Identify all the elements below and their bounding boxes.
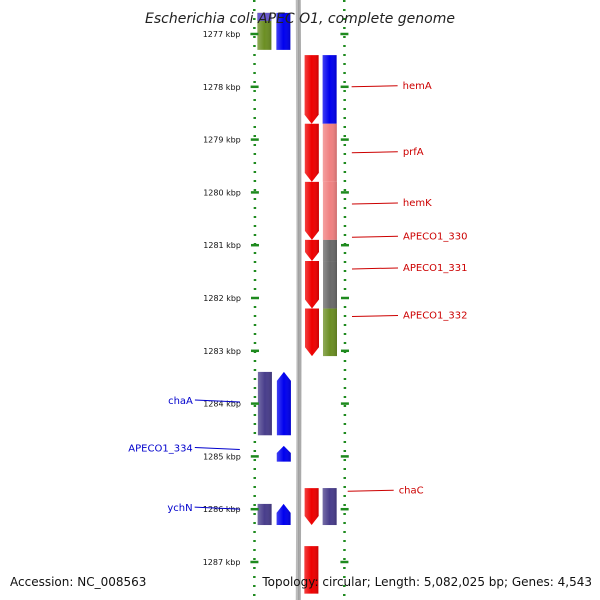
gene-labels: hemA prfA hemK APECO1_330 APECO1_331 APECO1_3…	[128, 81, 467, 514]
gene-class-shade-10	[322, 488, 337, 526]
gene-class-shade-1	[257, 12, 272, 50]
gene-cds-shade-8	[276, 371, 291, 436]
gene-label-apeco1-334: APECO1_334	[128, 443, 193, 454]
gene-label-prfa: prfA	[403, 147, 424, 158]
gene-class-shade-8	[257, 371, 272, 436]
gene-cds-shade-6	[304, 261, 319, 309]
tick-label-1282: 1282 kbp	[203, 294, 241, 303]
gene-label-ychn-leader	[194, 506, 240, 510]
gene-class-shade-4	[322, 181, 337, 240]
gene-cds-shade-3	[304, 123, 319, 182]
gene-label-chaa: chaA	[168, 396, 193, 407]
gene-class-shade-7	[322, 308, 337, 357]
tick-label-1284: 1284 kbp	[203, 400, 241, 409]
gene-label-apeco1-330-leader	[351, 235, 398, 238]
gene-cds-shade-10	[304, 488, 319, 526]
gene-class-top-1	[257, 12, 272, 21]
gene-class-shade-5	[322, 239, 337, 262]
gene-class-shade-6	[323, 261, 337, 309]
tick-label-1280: 1280 kbp	[203, 188, 241, 197]
map-title: Escherichia coli APEC O1, complete genom…	[145, 11, 455, 27]
gene-label-chac-leader	[347, 489, 394, 492]
gene-class-shade-2	[322, 55, 337, 124]
gene-label-apeco1-332: APECO1_332	[403, 310, 468, 321]
tick-label-1287: 1287 kbp	[203, 558, 241, 567]
gene-label-hemk: hemK	[403, 198, 432, 209]
gene-cds-shade-5	[304, 239, 319, 262]
gene-class-shade-11	[257, 503, 272, 526]
gene-label-apeco1-334-leader	[194, 446, 240, 450]
gene-cds-shade-2	[304, 55, 319, 124]
gene-cds-shade-7	[304, 308, 319, 357]
tick-label-1277: 1277 kbp	[203, 30, 241, 39]
tick-label-1286: 1286 kbp	[203, 505, 241, 514]
gene-label-ychn: ychN	[167, 503, 192, 514]
gene-class-shade-3	[322, 123, 337, 182]
gene-cds-shade-1	[276, 12, 291, 50]
scale-ticks: 1277 kbp 1278 kbp 1279 kbp 1280 kbp 1281 kbp…	[203, 30, 349, 567]
gene-cds-shade-12	[304, 546, 319, 594]
backbone-line	[295, 0, 302, 600]
tick-label-1285: 1285 kbp	[203, 452, 241, 461]
tick-label-1278: 1278 kbp	[203, 83, 241, 92]
gene-label-apeco1-332-leader	[351, 314, 399, 317]
gene-cds-shade-11	[276, 503, 291, 526]
gene-label-hema-leader	[351, 85, 398, 88]
gene-label-chaa-leader	[194, 399, 240, 403]
accession-text: Accession: NC_008563	[10, 575, 147, 589]
tick-label-1281: 1281 kbp	[203, 241, 241, 250]
tick-label-1279: 1279 kbp	[203, 136, 241, 145]
track-guides	[252, 0, 347, 600]
gene-label-apeco1-331: APECO1_331	[403, 263, 468, 274]
gene-label-prfa-leader	[351, 151, 398, 154]
gene-cds-shade-4	[304, 181, 319, 240]
gene-features	[257, 12, 337, 594]
track-guide-left	[252, 0, 257, 600]
genome-backbone	[295, 0, 302, 600]
gene-label-hema: hemA	[403, 81, 432, 92]
gene-label-apeco1-330: APECO1_330	[403, 231, 468, 242]
gene-label-chac: chaC	[399, 485, 424, 496]
track-guide-right	[342, 0, 347, 600]
genome-summary-text: Topology: circular; Length: 5,082,025 bp…	[262, 575, 592, 589]
gene-label-apeco1-331-leader	[351, 267, 399, 270]
gene-cds-shade-9	[276, 445, 291, 462]
tick-label-1283: 1283 kbp	[203, 347, 241, 356]
gene-label-hemk-leader	[351, 202, 398, 205]
